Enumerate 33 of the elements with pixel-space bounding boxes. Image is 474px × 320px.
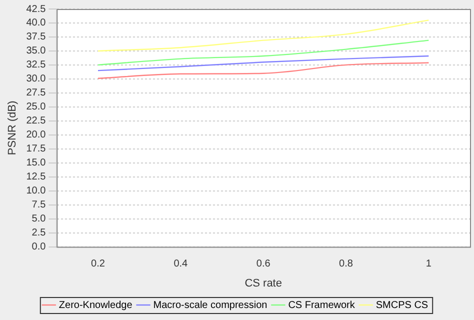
y-tick-label: 27.5	[26, 88, 46, 99]
y-tick-label: 10.0	[26, 186, 46, 197]
x-tick-label: 0.4	[174, 258, 188, 270]
line-series	[97, 20, 430, 52]
y-tick-label: 12.5	[26, 172, 46, 183]
y-tick-label: 40.0	[26, 18, 46, 29]
x-tick-label: 1	[426, 258, 432, 270]
y-axis-title: PSNR (dB)	[6, 100, 19, 156]
legend-label: CS Framework	[288, 300, 356, 311]
y-tick-label: 5.0	[32, 214, 46, 225]
y-tick-label: 20.0	[26, 130, 46, 141]
legend-label: Macro-scale compression	[153, 300, 268, 311]
x-axis-title: CS rate	[244, 277, 282, 290]
y-tick-label: 25.0	[26, 102, 46, 113]
y-tick-label: 2.5	[32, 228, 46, 239]
legend-label: SMCPS CS	[376, 300, 428, 311]
y-tick-label: 0.0	[32, 242, 46, 253]
y-tick-label: 42.5	[26, 4, 46, 15]
line-series	[97, 55, 430, 72]
y-tick-label: 7.5	[32, 200, 46, 211]
x-tick-label: 0.6	[256, 258, 271, 270]
y-tick-label: 30.0	[26, 74, 46, 85]
y-tick-label: 22.5	[26, 116, 46, 127]
y-tick-label: 32.5	[26, 60, 46, 71]
line-series	[97, 40, 430, 66]
line-series	[97, 62, 430, 79]
y-tick-label: 17.5	[26, 144, 46, 155]
legend-label: Zero-Knowledge	[58, 300, 133, 311]
x-tick-label: 0.2	[91, 258, 106, 270]
y-tick-label: 37.5	[26, 32, 46, 43]
y-tick-label: 35.0	[26, 46, 46, 57]
x-tick-label: 0.8	[339, 258, 354, 270]
y-tick-label: 15.0	[26, 158, 46, 169]
